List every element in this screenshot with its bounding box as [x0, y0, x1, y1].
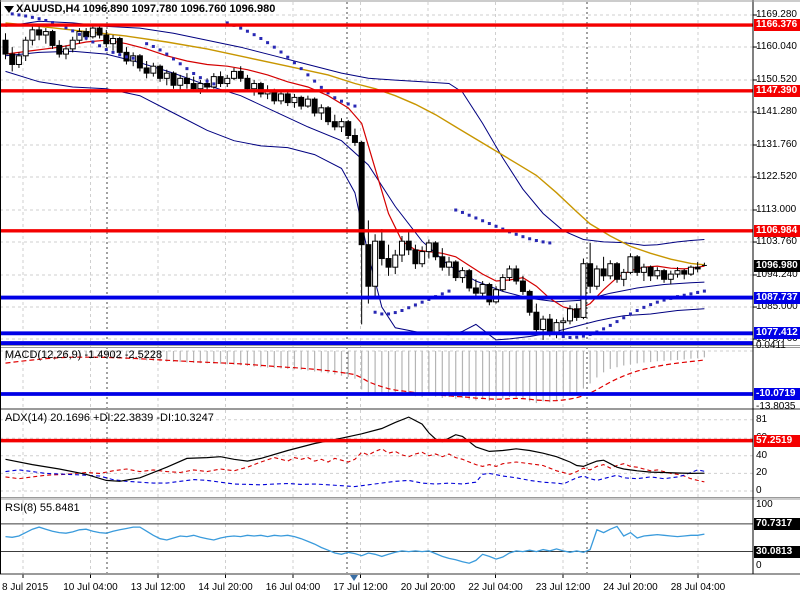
- week-separator-layer: [106, 2, 588, 573]
- price-level-badge: 1147.390: [754, 84, 800, 97]
- macd-axis-bottom-label: -13.8035: [756, 401, 796, 412]
- price-axis-label: 1094.240: [756, 269, 798, 280]
- slow-ma-line: [5, 22, 705, 266]
- rsi-level-badge: 30.0813: [754, 545, 800, 558]
- time-axis-label: 8 Jul 2015: [2, 582, 49, 593]
- price-axis-label: 1160.040: [756, 41, 797, 53]
- rsi-indicator-label: RSI(8) 55.8481: [5, 502, 80, 514]
- adx-layer: [0, 416, 753, 488]
- time-axis-label: 22 Jul 04:00: [468, 582, 523, 593]
- price-axis-label: 1103.760: [756, 236, 797, 248]
- adx-axis-label: 20: [756, 467, 768, 479]
- time-axis-label: 13 Jul 12:00: [130, 582, 186, 593]
- macd-layer: [0, 351, 753, 404]
- minus-di-line: [5, 448, 705, 483]
- candles-layer: [2, 24, 707, 340]
- time-axis-label: 16 Jul 04:00: [265, 582, 321, 593]
- time-axis-label: 20 Jul 20:00: [400, 582, 456, 593]
- time-axis-label: 24 Jul 20:00: [603, 582, 658, 593]
- price-level-badge: 1106.984: [754, 224, 800, 237]
- chart-shift-marker-icon: [350, 575, 358, 581]
- adx-axis-label: 40: [756, 449, 768, 461]
- chart-title-ohlc: XAUUSD,H4 1096.890 1097.780 1096.760 109…: [16, 3, 276, 15]
- price-axis-label: 1150.520: [756, 74, 797, 85]
- macd-level-badge: -10.0719: [754, 388, 800, 400]
- macd-indicator-label: MACD(12,26,9) -1.4902 -2.5228: [5, 349, 163, 361]
- rsi-axis-label: 0: [756, 560, 762, 571]
- current-price-badge: 1096.980: [754, 259, 800, 272]
- macd-axis-top-label: 0.0411: [756, 340, 786, 351]
- time-axis-scale[interactable]: [0, 575, 800, 600]
- rsi-axis-label: 100: [756, 499, 773, 510]
- bollinger-upper-line: [5, 20, 705, 246]
- rsi-line: [5, 525, 705, 564]
- time-axis-label: 17 Jul 12:00: [333, 582, 388, 593]
- price-level-badge: 1077.412: [754, 327, 800, 340]
- price-axis-label: 1169.280: [756, 9, 797, 20]
- adx-indicator-label: ADX(14) 20.1696 +DI:22.3839 -DI:10.3247: [5, 412, 214, 424]
- time-axis-label: 28 Jul 04:00: [670, 582, 726, 593]
- price-axis-label: 1085.000: [756, 301, 798, 313]
- price-level-badge: 1087.737: [754, 291, 800, 304]
- adx-axis-label: 0: [756, 485, 762, 496]
- time-axis-label: 14 Jul 20:00: [198, 582, 253, 593]
- overlay-lines-layer: [5, 20, 705, 341]
- level-lines-layer: [0, 23, 753, 345]
- rsi-layer: [0, 523, 753, 564]
- price-axis-scale[interactable]: [753, 0, 800, 574]
- price-axis-label: 1113.000: [756, 204, 797, 215]
- symbol-marker-icon: [4, 6, 14, 13]
- time-axis-label: 10 Jul 04:00: [63, 582, 118, 593]
- parabolic-sar-layer: [10, 12, 706, 340]
- plus-di-line: [5, 469, 705, 488]
- adx-level-badge: 57.2519: [754, 434, 800, 447]
- rsi-level-badge: 70.7317: [754, 517, 800, 530]
- price-axis-label: 1141.280: [756, 106, 797, 118]
- price-axis-label: 1131.760: [756, 139, 797, 150]
- price-axis-label: 1122.520: [756, 171, 797, 183]
- adx-axis-label: 81: [756, 413, 768, 425]
- time-axis-label: 23 Jul 12:00: [535, 582, 591, 593]
- panel-borders-layer: [0, 0, 800, 578]
- adx-main-line: [5, 416, 705, 482]
- price-level-badge: 1166.376: [754, 19, 800, 32]
